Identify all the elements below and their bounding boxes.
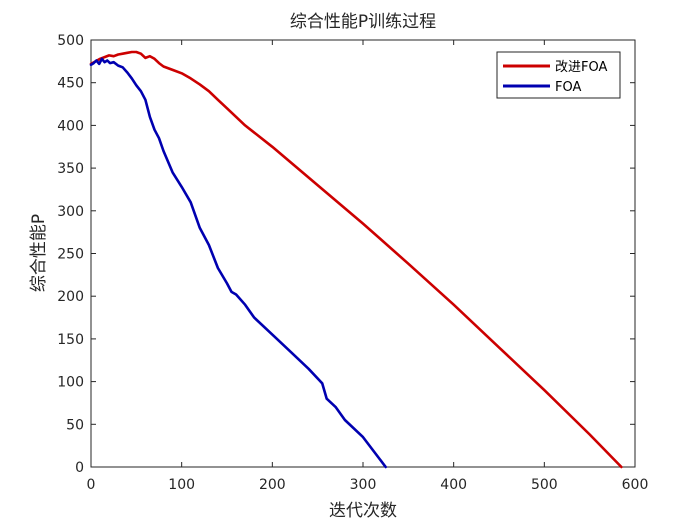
y-tick-label: 400: [57, 118, 84, 134]
x-tick-label: 400: [440, 477, 467, 493]
legend-label-series-1: 改进FOA: [555, 60, 607, 75]
y-tick-label: 0: [75, 460, 84, 476]
y-tick-label: 500: [57, 33, 84, 49]
legend-label-series-2: FOA: [555, 80, 581, 95]
y-tick-label: 300: [57, 204, 84, 220]
y-tick-label: 200: [57, 289, 84, 305]
y-axis-label: 综合性能P: [29, 214, 49, 292]
x-tick-label: 200: [259, 477, 286, 493]
series-line-1: [89, 50, 623, 469]
series-line-2: [89, 57, 388, 469]
x-axis: 0 100 200 300 400 500 600: [87, 40, 649, 493]
series-layer: [89, 50, 623, 469]
y-tick-label: 150: [57, 332, 84, 348]
x-tick-label: 300: [350, 477, 377, 493]
x-tick-label: 0: [87, 477, 96, 493]
x-tick-label: 600: [622, 477, 649, 493]
plot-area: [90, 39, 636, 468]
legend-box: [496, 51, 621, 99]
x-tick-label: 500: [531, 477, 558, 493]
x-axis-label: 迭代次数: [329, 501, 397, 521]
y-axis: 0 50 100 150 200 250 300 350 400 450 500: [57, 33, 635, 476]
x-tick-label: 100: [168, 477, 195, 493]
y-tick-label: 350: [57, 161, 84, 177]
y-tick-label: 450: [57, 76, 84, 92]
y-tick-label: 250: [57, 247, 84, 263]
legend: 改进FOA FOA: [496, 51, 621, 99]
y-tick-label: 100: [57, 375, 84, 391]
y-tick-label: 50: [66, 417, 84, 433]
chart-title: 综合性能P训练过程: [290, 12, 436, 32]
